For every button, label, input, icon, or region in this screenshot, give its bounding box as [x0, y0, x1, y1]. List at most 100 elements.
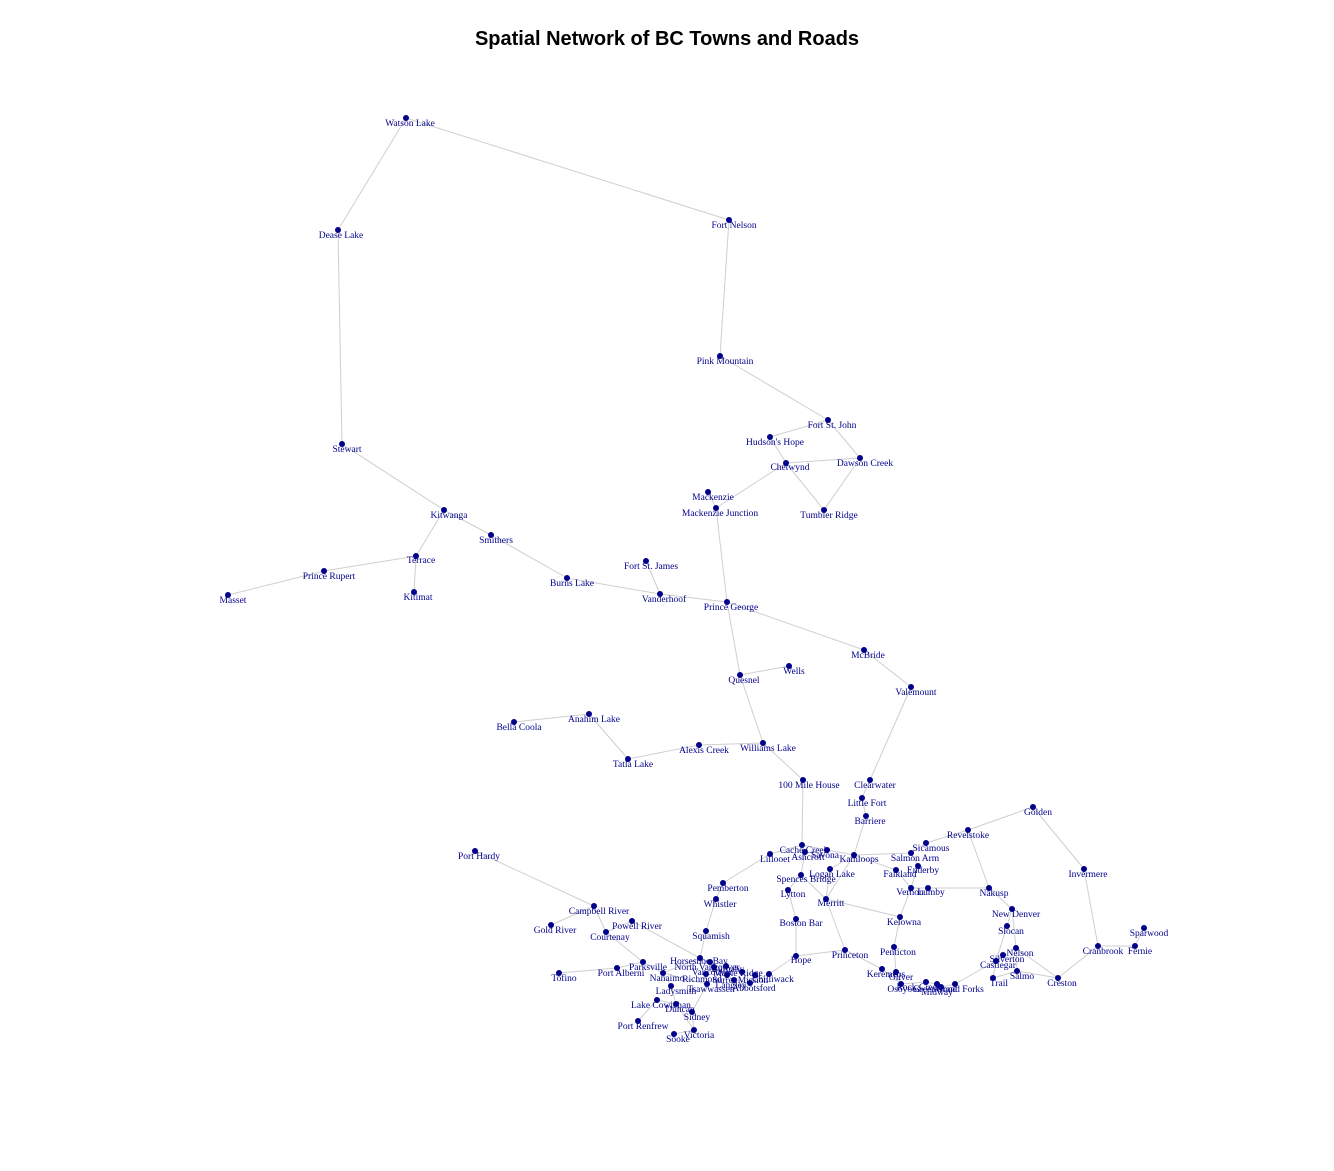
road-edge-vernon-kelowna: [899, 887, 912, 918]
town-node-north-vancouver: North Vancouver: [675, 959, 740, 973]
town-label: Nakusp: [979, 889, 1008, 899]
town-node-golden: Golden: [1024, 804, 1052, 818]
road-edge-smithers-burns-lake: [490, 534, 568, 579]
town-label: Keremeos: [867, 970, 906, 980]
town-dot: [767, 851, 773, 857]
town-node-lake-cowichan: Lake Cowichan: [631, 997, 691, 1011]
town-label: Fort St. James: [624, 562, 678, 572]
road-edge-burns-lake-vanderhoof: [566, 577, 661, 595]
town-dot: [1000, 952, 1006, 958]
town-node-midway: Midway: [921, 984, 953, 998]
town-dot: [668, 983, 674, 989]
town-node-silverton: Silverton: [990, 952, 1025, 965]
town-label: Boston Bar: [779, 919, 823, 929]
town-dot: [711, 964, 717, 970]
town-label: Lillooet: [760, 855, 790, 865]
edges-layer: [227, 117, 1145, 1035]
town-node-prince-george: Prince George: [704, 599, 758, 613]
town-node-oliver: Oliver: [889, 969, 914, 983]
town-label: Port Renfrew: [618, 1021, 669, 1032]
town-dot: [799, 842, 805, 848]
town-label: Maple Ridge: [713, 969, 762, 979]
town-dot: [857, 455, 863, 461]
town-node-tsawwassen: Tsawwassen: [687, 981, 735, 995]
road-edge-horseshoe-bay-nanaimo: [662, 957, 701, 974]
town-label: Osoyoos: [887, 985, 921, 995]
road-edge-watson-lake-fort-nelson: [405, 117, 730, 221]
road-edge-victoria-sooke: [673, 1029, 695, 1035]
town-node-trail: Trail: [990, 975, 1008, 989]
town-node-penticton: Penticton: [880, 944, 916, 958]
road-edge-dawson-creek-tumbler-ridge: [823, 457, 861, 511]
town-node-mcbride: McBride: [851, 647, 885, 661]
town-dot: [635, 1018, 641, 1024]
town-dot: [629, 918, 635, 924]
town-label: Fort Nelson: [711, 221, 756, 231]
town-dot: [703, 971, 709, 977]
town-node-hudson-s-hope: Hudson's Hope: [746, 434, 804, 448]
road-edge-castlegar-nelson: [995, 947, 1017, 962]
town-dot: [403, 115, 409, 121]
road-edge-spences-bridge-lytton: [787, 874, 802, 891]
town-node-nakusp: Nakusp: [979, 885, 1009, 899]
town-dot: [614, 965, 620, 971]
town-node-alexis-creek: Alexis Creek: [679, 742, 729, 756]
town-label: Victoria: [684, 1031, 715, 1041]
town-label: Kitimat: [403, 593, 432, 603]
town-node-revelstoke: Revelstoke: [947, 827, 989, 841]
town-dot: [591, 903, 597, 909]
road-edge-logan-lake-merritt: [825, 868, 831, 900]
town-node-princeton: Princeton: [832, 947, 869, 961]
town-node-grand-forks: Grand Forks: [936, 981, 984, 995]
town-dot: [923, 840, 929, 846]
town-dot: [783, 460, 789, 466]
town-dot: [898, 981, 904, 987]
town-label: Hudson's Hope: [746, 438, 804, 448]
town-label: Lake Cowichan: [631, 1001, 691, 1011]
town-dot: [696, 742, 702, 748]
town-dot: [908, 885, 914, 891]
town-node-sparwood: Sparwood: [1130, 925, 1169, 939]
town-label: Watson Lake: [385, 119, 435, 129]
road-edge-spences-bridge-merritt: [800, 874, 827, 900]
town-label: Vanderhoof: [642, 594, 687, 605]
town-node-hope: Hope: [791, 953, 811, 966]
town-label: Whistler: [704, 900, 738, 910]
town-label: Burnaby: [712, 965, 745, 975]
town-dot: [786, 663, 792, 669]
town-dot: [673, 1001, 679, 1007]
town-dot: [908, 850, 914, 856]
town-dot: [821, 507, 827, 513]
town-node-tofino: Tofino: [551, 970, 577, 984]
town-node-tumbler-ridge: Tumbler Ridge: [800, 507, 858, 521]
town-dot: [697, 955, 703, 961]
road-edge-keremeos-osoyoos: [881, 968, 902, 985]
road-edge-fort-nelson-pink-mountain: [719, 219, 730, 357]
town-label: Anahim Lake: [568, 715, 620, 725]
town-dot: [441, 507, 447, 513]
town-node-duncan: Duncan: [665, 1001, 695, 1015]
town-dot: [800, 777, 806, 783]
town-node-sicamous: Sicamous: [913, 840, 950, 854]
town-label: Invermere: [1068, 870, 1107, 880]
town-node-victoria: Victoria: [684, 1027, 715, 1041]
town-dot: [993, 958, 999, 964]
town-label: Grand Forks: [936, 985, 984, 995]
road-edge-terrace-kitimat: [413, 555, 417, 593]
town-label: Horseshoe Bay: [670, 957, 728, 967]
town-dot: [851, 852, 857, 858]
town-dot: [747, 980, 753, 986]
town-label: Lumby: [917, 888, 945, 898]
town-label: Oliver: [889, 973, 914, 983]
road-edge-kitwanga-smithers: [443, 509, 492, 536]
town-node-chilliwack: Chilliwack: [752, 971, 794, 985]
town-node-savona: Savona: [811, 847, 840, 861]
town-label: Fort St. John: [808, 421, 857, 431]
road-edge-princeton-keremeos: [844, 949, 883, 970]
town-label: Parksville: [629, 963, 667, 973]
town-node-wells: Wells: [783, 663, 805, 677]
town-label: Golden: [1024, 808, 1052, 818]
town-label: Princeton: [832, 951, 869, 961]
town-dot: [564, 575, 570, 581]
road-edge-falkland-vernon: [895, 869, 912, 889]
